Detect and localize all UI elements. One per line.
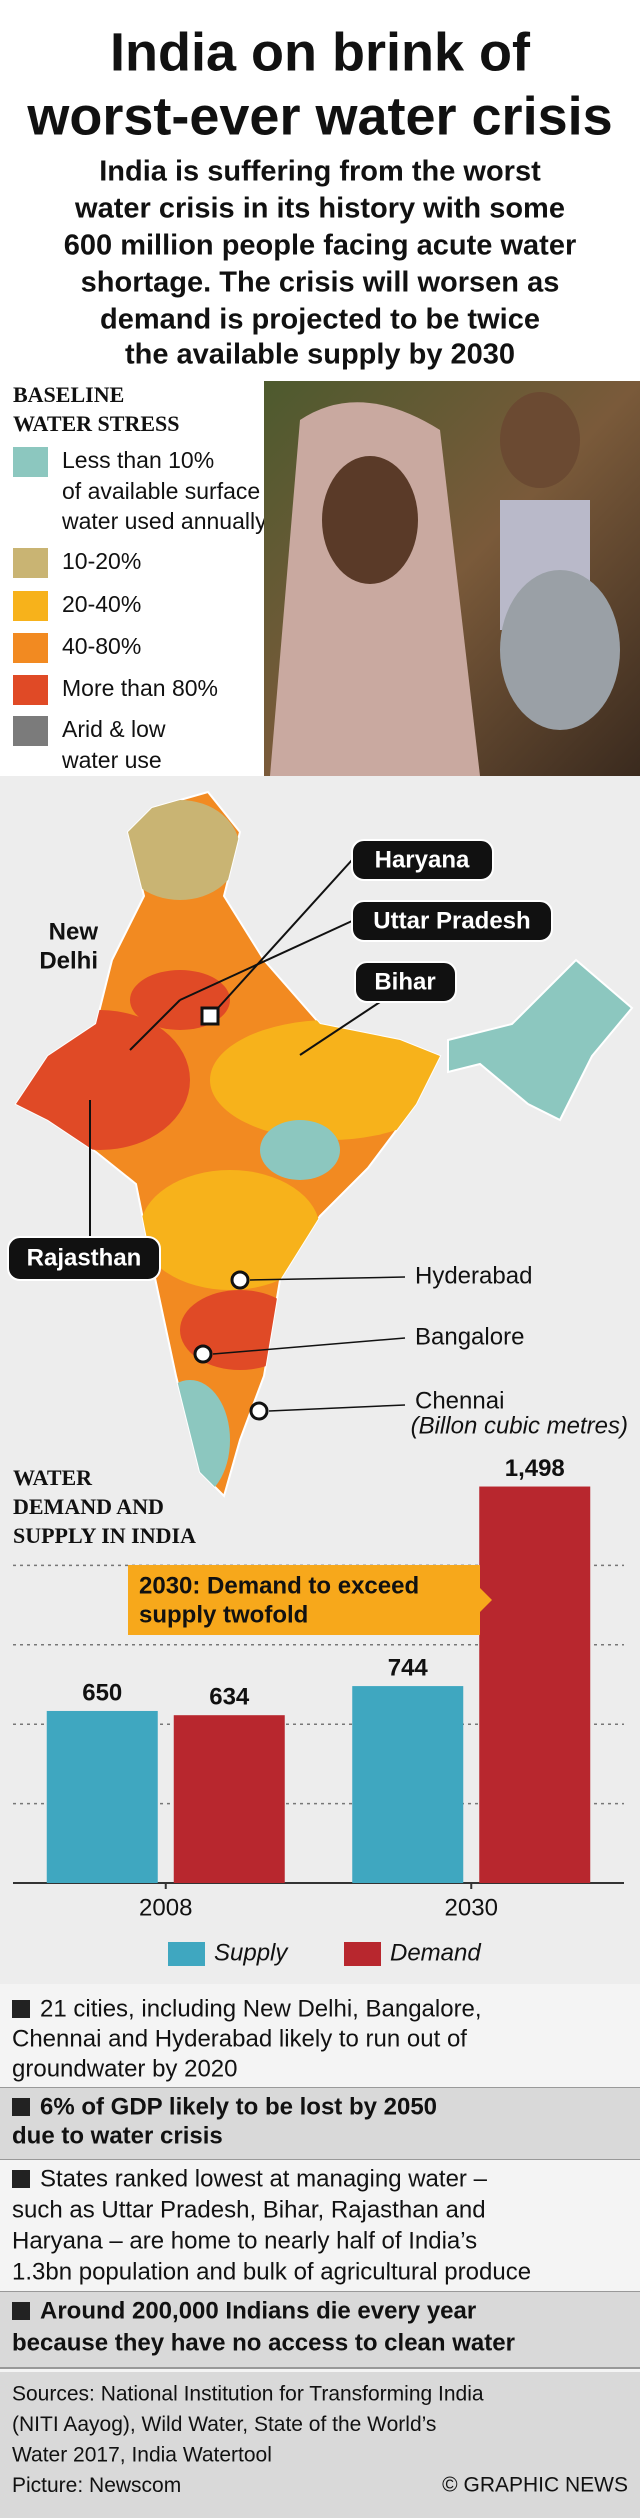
note-text: Haryana – are home to nearly half of Ind… (12, 2227, 477, 2254)
chart-title: SUPPLY IN INDIA (13, 1523, 196, 1548)
state-label: Rajasthan (27, 1244, 142, 1271)
annotation: 2030: Demand to exceed (139, 1572, 419, 1599)
note-text: Chennai and Hyderabad likely to run out … (12, 2025, 467, 2052)
annotation: supply twofold (139, 1601, 308, 1628)
subtitle: 600 million people facing acute water (64, 230, 576, 262)
legend-swatch (13, 447, 48, 477)
chart-title: WATER (13, 1465, 93, 1490)
state-label: Bihar (374, 968, 435, 995)
legend-label: Less than 10% (62, 447, 214, 473)
bullet (12, 2000, 30, 2018)
sources-box (0, 2372, 640, 2518)
chart-title: DEMAND AND (13, 1494, 164, 1519)
subtitle: demand is projected to be twice (100, 304, 540, 336)
note-box (0, 2088, 640, 2160)
title: India on brink of (110, 22, 531, 82)
photo (264, 381, 640, 776)
legend-label: 40-80% (62, 633, 141, 659)
bar (46, 1710, 158, 1883)
value-label: 744 (388, 1654, 429, 1681)
credit: © GRAPHIC NEWS (442, 2474, 628, 2497)
note-text: 21 cities, including New Delhi, Bangalor… (40, 1995, 482, 2022)
note-text: States ranked lowest at managing water – (40, 2165, 488, 2192)
legend-swatch (13, 548, 48, 578)
subtitle: water crisis in its history with some (74, 193, 565, 225)
state-label: Haryana (375, 846, 470, 873)
bar (173, 1715, 285, 1883)
source-text: Picture: Newscom (12, 2474, 181, 2497)
legend-label: water use (61, 747, 162, 773)
legend-swatch (13, 633, 48, 663)
legend-swatch (13, 591, 48, 621)
value-label: 1,498 (505, 1455, 565, 1482)
note-box (0, 2160, 640, 2292)
source-text: Water 2017, India Watertool (12, 2444, 272, 2467)
bullet (12, 2170, 30, 2188)
bullet (12, 2302, 30, 2320)
note-text: because they have no access to clean wat… (12, 2329, 515, 2356)
bar (352, 1686, 464, 1883)
bar-chart: 2008 650 634 2030 744 1,498 2030: Demand to ex… (13, 1455, 624, 1966)
legend-swatch (168, 1942, 205, 1966)
note-text: 1.3bn population and bulk of agricultura… (12, 2258, 531, 2285)
subtitle: India is suffering from the worst (99, 156, 541, 188)
city-label: Bangalore (415, 1323, 524, 1350)
bar (479, 1486, 591, 1883)
legend-swatch (344, 1942, 381, 1966)
capital-label: Delhi (39, 947, 98, 974)
legend-label: More than 80% (62, 675, 218, 701)
note-text: due to water crisis (12, 2122, 223, 2149)
note-text: groundwater by 2020 (12, 2055, 238, 2082)
city-label: Hyderabad (415, 1262, 532, 1289)
notes: 21 cities, including New Delhi, Bangalor… (0, 1990, 640, 2518)
legend-label: Demand (390, 1939, 481, 1966)
legend: Less than 10% of available surface water u… (13, 447, 267, 773)
legend-swatch (13, 716, 48, 746)
subtitle: the available supply by 2030 (125, 339, 515, 371)
state-label: Uttar Pradesh (373, 907, 530, 934)
legend-label: 10-20% (62, 548, 141, 574)
city-label: Chennai (415, 1387, 504, 1414)
note-text: Around 200,000 Indians die every year (40, 2297, 476, 2324)
x-tick-label: 2030 (445, 1894, 498, 1921)
legend-label: Supply (214, 1939, 289, 1966)
value-label: 634 (209, 1684, 250, 1711)
chart-unit: (Billon cubic metres) (411, 1412, 628, 1439)
legend-swatch (13, 675, 48, 705)
legend-label: Arid & low (62, 716, 166, 742)
value-label: 650 (82, 1679, 122, 1706)
capital-label: New (49, 918, 99, 945)
annotation-box (128, 1565, 492, 1635)
source-text: Sources: National Institution for Transf… (12, 2383, 484, 2406)
title: worst-ever water crisis (26, 86, 612, 146)
legend-label: 20-40% (62, 591, 141, 617)
note-text: 6% of GDP likely to be lost by 2050 (40, 2093, 437, 2120)
note-text: such as Uttar Pradesh, Bihar, Rajasthan … (12, 2196, 486, 2223)
note-box (0, 2292, 640, 2368)
note-box (0, 1990, 640, 2088)
bullet (12, 2098, 30, 2116)
subtitle: shortage. The crisis will worsen as (81, 267, 560, 299)
legend-label: water used annually (61, 508, 267, 534)
legend-title: BASELINE (13, 382, 124, 407)
source-text: (NITI Aayog), Wild Water, State of the W… (12, 2413, 436, 2436)
x-tick-label: 2008 (139, 1894, 192, 1921)
legend-title: WATER STRESS (13, 411, 180, 436)
legend-label: of available surface (62, 478, 260, 504)
